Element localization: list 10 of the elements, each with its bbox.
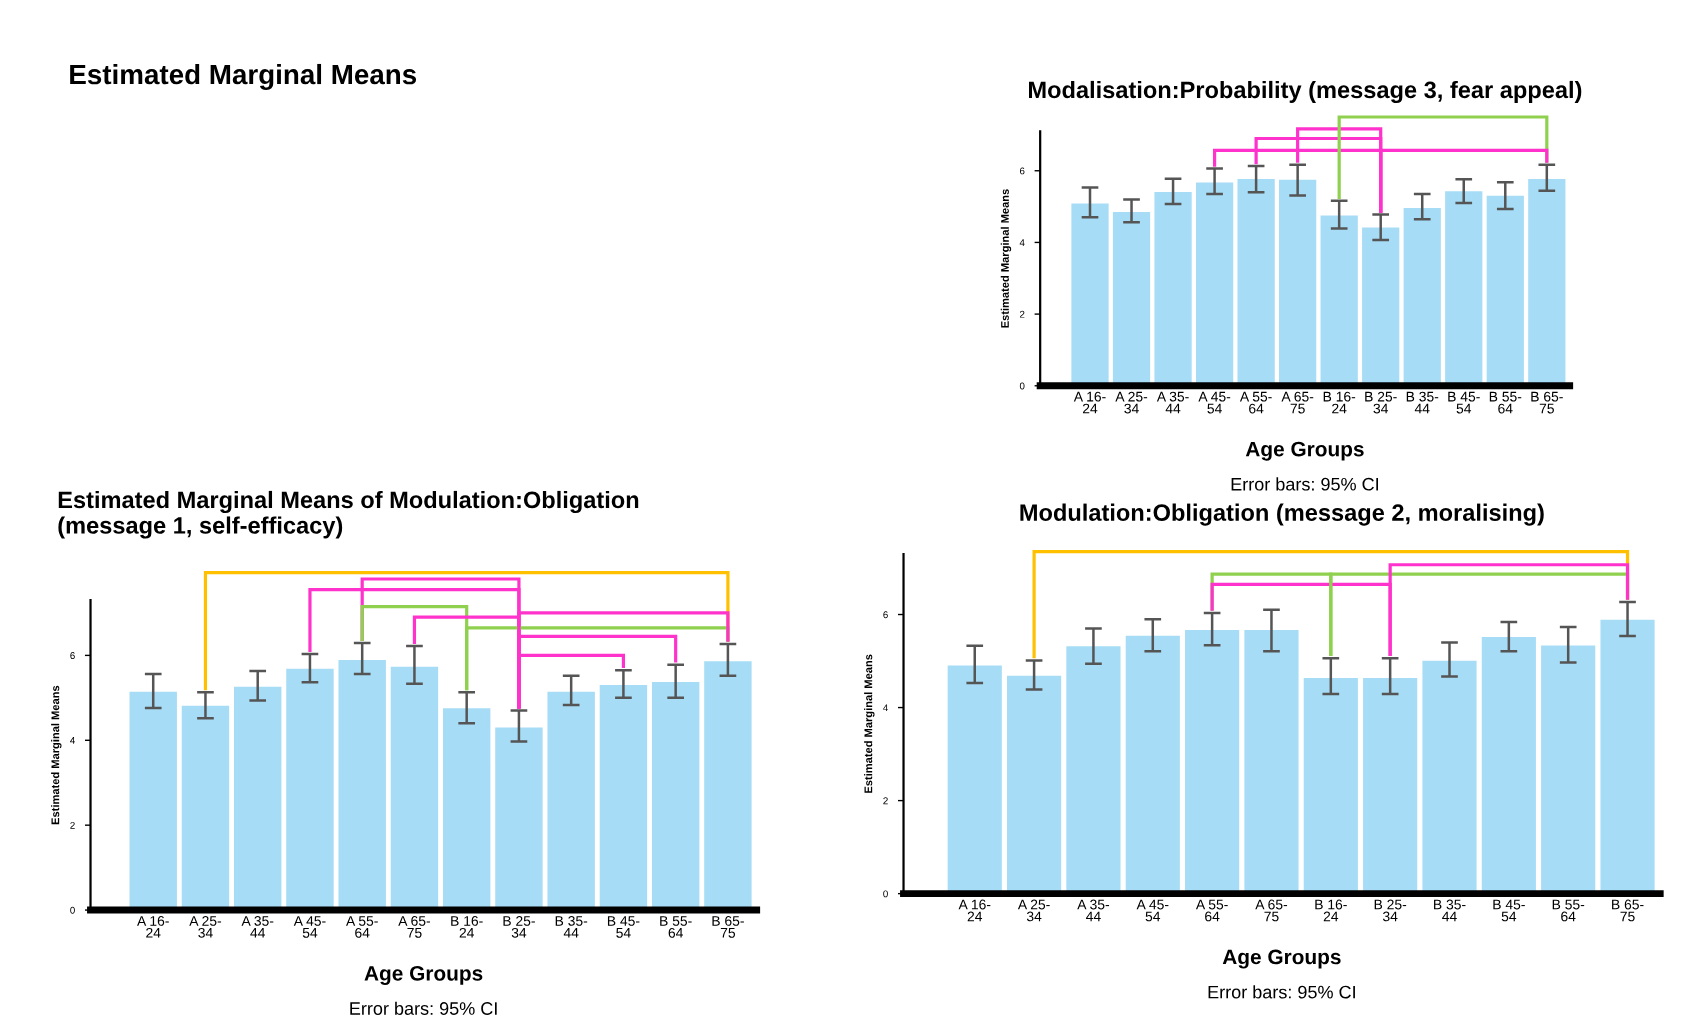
chart-title: Modalisation:Probability (message 3, fear appeal) (1029, 80, 1582, 103)
chart-title: Modulation:Obligation (message 2, moralising) (1020, 503, 1544, 526)
x-axis-title: Age Groups (364, 965, 483, 985)
text: Error bars: 95% CI (350, 1001, 497, 1015)
text: Estimated Marginal Means (70, 63, 417, 90)
text: Error bars: 95% CI (1208, 985, 1355, 999)
x-axis-title: Age Groups (1222, 949, 1341, 969)
text: Error bars: 95% CI (1231, 477, 1378, 491)
chart-title: Estimated Marginal Means of Modulation:Obligation (message 1, self-efficacy) (58, 490, 639, 539)
x-axis-title: Age Groups (1245, 441, 1364, 461)
